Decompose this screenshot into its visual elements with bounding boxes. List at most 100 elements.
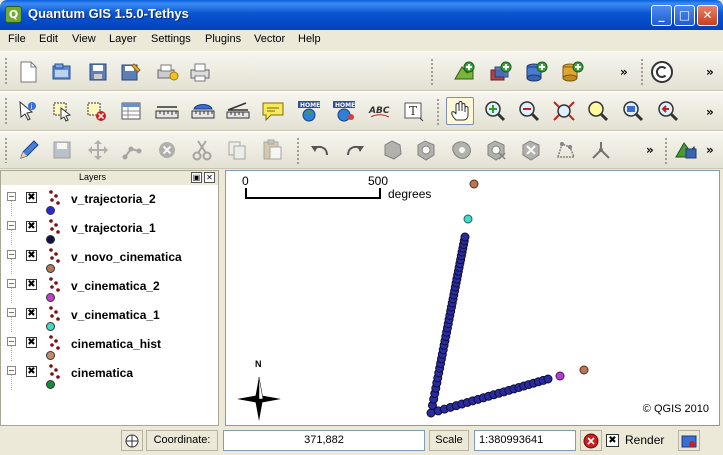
layer-row[interactable]: − ✖ v_cinematica_2 xyxy=(3,275,217,304)
zoom-to-selection-icon[interactable] xyxy=(584,97,612,125)
layer-row[interactable]: − ✖ v_novo_cinematica xyxy=(3,246,217,275)
delete-selected-icon[interactable] xyxy=(153,136,181,164)
layer-row[interactable]: − ✖ v_trajectoria_1 xyxy=(3,217,217,246)
collapse-icon[interactable]: − xyxy=(7,221,16,230)
new-bookmark-icon[interactable]: HOME xyxy=(295,97,323,125)
undo-icon[interactable] xyxy=(306,136,334,164)
new-project-icon[interactable] xyxy=(14,58,42,86)
layer-visibility-checkbox[interactable]: ✖ xyxy=(26,366,37,377)
measure-area-icon[interactable] xyxy=(189,97,217,125)
deselect-features-icon[interactable] xyxy=(82,97,110,125)
move-feature-icon[interactable] xyxy=(84,136,112,164)
layer-name[interactable]: v_cinematica_2 xyxy=(71,279,160,293)
collapse-icon[interactable]: − xyxy=(7,337,16,346)
add-island-icon[interactable] xyxy=(448,136,476,164)
zoom-out-icon[interactable] xyxy=(515,97,543,125)
layer-visibility-checkbox[interactable]: ✖ xyxy=(26,221,37,232)
menu-file[interactable]: File xyxy=(8,33,26,45)
add-ring-icon[interactable] xyxy=(412,136,440,164)
delete-part-icon[interactable] xyxy=(517,136,545,164)
zoom-in-icon[interactable] xyxy=(481,97,509,125)
identify-features-icon[interactable]: i xyxy=(13,97,41,125)
map-canvas[interactable]: 0 500 degrees N © QGIS 2010 xyxy=(225,170,720,426)
reshape-features-icon[interactable] xyxy=(552,136,580,164)
delete-ring-icon[interactable] xyxy=(482,136,510,164)
save-project-icon[interactable] xyxy=(84,58,112,86)
coordinate-field[interactable]: 371,882 xyxy=(223,430,425,451)
add-raster-layer-icon[interactable] xyxy=(487,58,515,86)
print-composer-icon[interactable] xyxy=(153,58,181,86)
copy-features-icon[interactable] xyxy=(223,136,251,164)
map-tips-icon[interactable] xyxy=(259,97,287,125)
qgis-app-icon[interactable]: Q xyxy=(5,6,22,23)
menu-plugins[interactable]: Plugins xyxy=(205,33,242,45)
menu-help[interactable]: Help xyxy=(298,33,321,45)
layer-visibility-checkbox[interactable]: ✖ xyxy=(26,250,37,261)
layer-visibility-checkbox[interactable]: ✖ xyxy=(26,337,37,348)
add-postgis-layer-icon[interactable] xyxy=(522,58,550,86)
toolbar-grip[interactable] xyxy=(4,137,8,163)
text-annotation-icon[interactable]: ABC xyxy=(366,97,394,125)
layer-name[interactable]: v_trajectoria_1 xyxy=(71,221,156,235)
undock-icon[interactable]: ▣ xyxy=(191,172,202,183)
menu-settings[interactable]: Settings xyxy=(151,33,191,45)
redo-icon[interactable] xyxy=(341,136,369,164)
layer-row[interactable]: − ✖ cinematica xyxy=(3,362,217,391)
toolbar-grip[interactable] xyxy=(4,57,8,85)
scale-field[interactable]: 1:380993641 xyxy=(474,430,576,451)
layer-name[interactable]: cinematica_hist xyxy=(71,337,162,351)
layer-row[interactable]: − ✖ v_cinematica_1 xyxy=(3,304,217,333)
print-icon[interactable] xyxy=(186,58,214,86)
copyright-label-icon[interactable] xyxy=(648,58,676,86)
projection-icon[interactable] xyxy=(678,430,700,451)
toolbar-overflow-icon[interactable]: » xyxy=(706,105,714,119)
toolbar-grip[interactable] xyxy=(4,97,8,125)
layer-name[interactable]: v_cinematica_1 xyxy=(71,308,160,322)
node-tool-icon[interactable] xyxy=(118,136,146,164)
show-bookmarks-icon[interactable]: HOME xyxy=(330,97,358,125)
select-features-icon[interactable] xyxy=(48,97,76,125)
layer-row[interactable]: − ✖ cinematica_hist xyxy=(3,333,217,362)
zoom-last-icon[interactable] xyxy=(653,97,681,125)
toggle-extents-icon[interactable] xyxy=(121,430,143,451)
label-tool-icon[interactable]: T xyxy=(400,97,428,125)
collapse-icon[interactable]: − xyxy=(7,366,16,375)
minimize-button[interactable]: _ xyxy=(651,5,672,26)
toolbar-overflow-icon[interactable]: » xyxy=(706,143,714,157)
collapse-icon[interactable]: − xyxy=(7,308,16,317)
menu-vector[interactable]: Vector xyxy=(254,33,286,45)
cut-features-icon[interactable] xyxy=(188,136,216,164)
toolbar-overflow-icon[interactable]: » xyxy=(620,65,628,79)
save-as-icon[interactable] xyxy=(117,58,145,86)
layer-row[interactable]: − ✖ v_trajectoria_2 xyxy=(3,188,217,217)
layer-visibility-checkbox[interactable]: ✖ xyxy=(26,192,37,203)
close-button[interactable]: ✕ xyxy=(697,5,718,26)
add-vector-layer-icon[interactable] xyxy=(450,58,478,86)
zoom-full-icon[interactable] xyxy=(550,97,578,125)
layer-visibility-checkbox[interactable]: ✖ xyxy=(26,279,37,290)
layer-name[interactable]: v_novo_cinematica xyxy=(71,250,182,264)
render-checkbox[interactable]: ✖ xyxy=(606,434,619,447)
toggle-editing-icon[interactable] xyxy=(14,136,42,164)
collapse-icon[interactable]: − xyxy=(7,250,16,259)
paste-features-icon[interactable] xyxy=(258,136,286,164)
zoom-to-layer-icon[interactable] xyxy=(619,97,647,125)
save-edits-icon[interactable] xyxy=(48,136,76,164)
toolbar-overflow-icon[interactable]: » xyxy=(646,143,654,157)
simplify-feature-icon[interactable] xyxy=(378,136,406,164)
add-spatialite-layer-icon[interactable] xyxy=(558,58,586,86)
open-project-icon[interactable] xyxy=(48,58,76,86)
plugin-icon[interactable] xyxy=(672,136,700,164)
attribute-table-icon[interactable] xyxy=(117,97,145,125)
stop-render-icon[interactable] xyxy=(580,430,602,451)
layer-visibility-checkbox[interactable]: ✖ xyxy=(26,308,37,319)
pan-map-icon[interactable] xyxy=(446,97,474,125)
measure-angle-icon[interactable] xyxy=(224,97,252,125)
close-panel-icon[interactable]: ✕ xyxy=(204,172,215,183)
collapse-icon[interactable]: − xyxy=(7,279,16,288)
menu-edit[interactable]: Edit xyxy=(39,33,58,45)
menu-layer[interactable]: Layer xyxy=(109,33,137,45)
toolbar-overflow-icon[interactable]: » xyxy=(706,65,714,79)
layer-name[interactable]: cinematica xyxy=(71,366,134,380)
maximize-button[interactable]: □ xyxy=(674,5,695,26)
